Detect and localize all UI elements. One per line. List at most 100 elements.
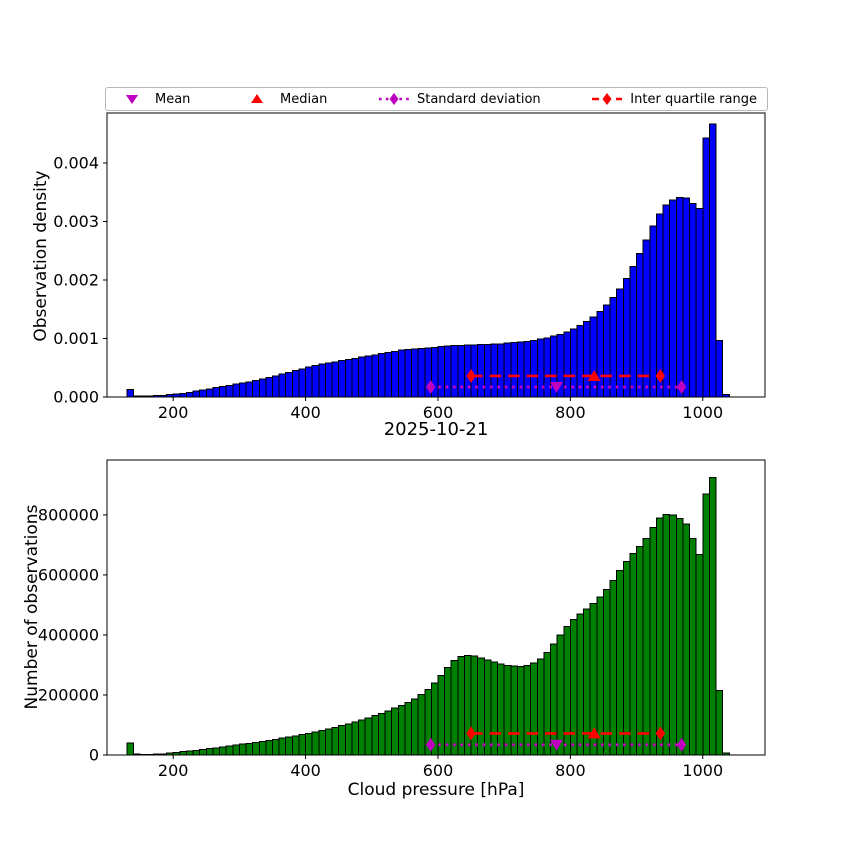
std-deviation-diamond-icon [378, 91, 410, 107]
top-bar [589, 316, 598, 398]
top-bar [450, 345, 459, 398]
top-bar [318, 363, 326, 398]
top-bar [179, 392, 187, 398]
top-bar [338, 360, 346, 398]
bottom-bar [715, 689, 724, 756]
bottom-bar [655, 517, 664, 756]
bottom-bar [550, 643, 558, 756]
bottom-x-tick-label: 400 [290, 761, 321, 780]
top-bar [655, 213, 664, 398]
bottom-bar [311, 731, 320, 756]
bottom-bar [609, 579, 618, 756]
top-y-tick-label: 0.004 [53, 154, 99, 173]
bottom-bar [212, 747, 221, 756]
bottom-x-tick-label: 800 [555, 761, 586, 780]
bottom-bar [391, 707, 399, 756]
bottom-bar [682, 523, 691, 756]
bottom-bar [602, 588, 611, 756]
top-bar [278, 373, 287, 398]
bottom-bar [324, 728, 333, 756]
bottom-bar [556, 634, 565, 756]
top-bar [397, 349, 406, 398]
bottom-bar [278, 737, 287, 756]
top-y-tick-label: 0.000 [53, 388, 99, 407]
bottom-bar [318, 729, 326, 756]
top-bar [205, 388, 214, 398]
top-bar [616, 288, 624, 398]
bottom-bar [596, 596, 604, 756]
top-bar [212, 387, 221, 398]
legend-label-mean: Mean [155, 91, 191, 107]
bottom-bar [285, 736, 293, 756]
top-x-tick-label: 600 [423, 403, 454, 422]
legend-item-std: Standard deviation [378, 91, 541, 107]
top-bar [516, 341, 525, 398]
top-bar [649, 225, 657, 398]
top-bar [371, 354, 379, 398]
bottom-bar [232, 744, 240, 756]
top-bar [629, 266, 638, 398]
top-bar [199, 389, 207, 398]
top-bar [351, 357, 360, 398]
bottom-bar [238, 743, 247, 756]
bottom-y-tick-label: 400000 [38, 625, 99, 644]
legend-item-mean: Mean [116, 91, 190, 107]
iqr-diamond-icon [591, 91, 623, 107]
top-bar [417, 347, 426, 398]
bottom-bar [205, 748, 214, 756]
top-bar [490, 343, 499, 398]
bottom-bar [252, 741, 260, 756]
bottom-std-deviation-line [426, 737, 687, 752]
top-bar [377, 353, 386, 398]
top-bar [324, 362, 333, 398]
bottom-bar [702, 493, 710, 756]
diamond-marker [655, 368, 666, 383]
bottom-histogram-bars [126, 476, 730, 756]
bottom-bar [265, 740, 273, 756]
top-bar [483, 343, 492, 398]
bottom-bar [642, 537, 651, 756]
top-bar [225, 384, 234, 398]
bottom-bar [689, 537, 697, 756]
bottom-bar [708, 476, 717, 756]
diamond-marker [676, 380, 687, 395]
top-bar [285, 371, 293, 398]
top-bar [675, 197, 684, 398]
top-bar [437, 346, 446, 398]
bottom-bar [185, 750, 194, 756]
top-bar [291, 370, 300, 398]
mean-triangle-down-icon [116, 91, 148, 107]
top-plot-frame [106, 112, 766, 398]
top-x-tick-label: 800 [555, 403, 586, 422]
top-bar [298, 368, 307, 398]
top-bar [622, 277, 631, 398]
top-bar [662, 204, 671, 398]
legend-label-std: Standard deviation [416, 91, 541, 107]
top-bar [715, 339, 724, 398]
bottom-bar [543, 651, 552, 756]
bottom-bar [636, 545, 644, 756]
bottom-bar [404, 701, 413, 756]
bottom-bar [351, 721, 360, 756]
triangle-up-marker [587, 727, 601, 739]
bottom-bar [530, 662, 538, 756]
top-bar [689, 202, 697, 398]
bottom-bar [477, 657, 485, 756]
top-bar [126, 388, 134, 398]
bottom-bar [622, 560, 631, 756]
triangle-down-marker [549, 739, 563, 751]
bottom-x-ticks: 200 400 600 800 1000 [158, 755, 723, 780]
top-bar [530, 339, 538, 398]
bottom-x-tick-label: 200 [158, 761, 189, 780]
diamond-marker [426, 380, 436, 395]
bottom-bar [629, 552, 638, 756]
top-bar [669, 199, 677, 398]
bottom-x-tick-label: 600 [423, 761, 454, 780]
bottom-bar [450, 659, 459, 756]
top-bar [185, 391, 194, 398]
top-bar [708, 123, 717, 398]
top-bar [265, 377, 273, 398]
bottom-bar [192, 750, 201, 756]
bottom-bar [371, 715, 379, 756]
